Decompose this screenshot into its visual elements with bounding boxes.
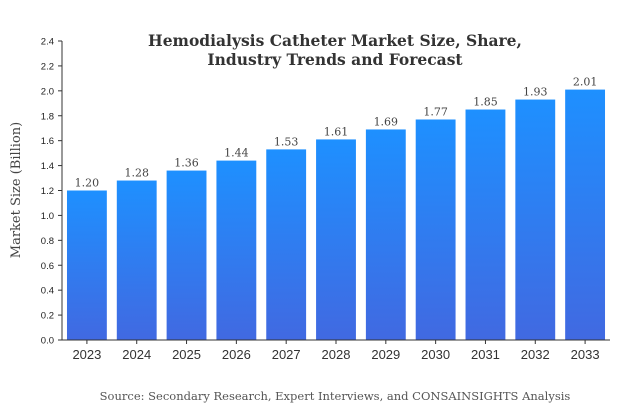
bar-2024 bbox=[116, 180, 157, 340]
data-label-2030: 1.77 bbox=[423, 105, 448, 118]
x-tick-label-2030: 2030 bbox=[421, 347, 450, 362]
y-tick-label: 0.2 bbox=[41, 311, 54, 322]
bar-2026 bbox=[216, 160, 257, 340]
y-axis-label: Market Size (Billion) bbox=[9, 122, 24, 258]
y-tick-label: 1.8 bbox=[41, 111, 54, 122]
data-label-2025: 1.36 bbox=[174, 157, 199, 170]
bar-2027 bbox=[266, 149, 307, 340]
y-tick-label: 1.4 bbox=[41, 161, 54, 172]
y-tick-label: 1.6 bbox=[41, 136, 54, 147]
bar-2028 bbox=[316, 139, 356, 340]
x-tick-label-2027: 2027 bbox=[272, 347, 301, 362]
data-label-2032: 1.93 bbox=[523, 86, 548, 99]
y-tick-label: 0.0 bbox=[41, 336, 54, 347]
bar-2031 bbox=[465, 109, 506, 340]
y-tick-label: 1.0 bbox=[41, 211, 54, 222]
y-axis: 0.0 0.2 0.4 0.6 0.8 1.0 1.2 1.4 1.6 1.8 2.0 2.2 2.4 bbox=[41, 37, 63, 347]
data-label-2033: 2.01 bbox=[573, 76, 598, 89]
x-tick-label-2026: 2026 bbox=[222, 347, 251, 362]
y-tick-label: 0.8 bbox=[41, 236, 54, 247]
bar-2032 bbox=[515, 99, 556, 340]
data-label-2026: 1.44 bbox=[224, 147, 249, 160]
data-label-2024: 1.28 bbox=[124, 167, 149, 180]
x-tick-label-2032: 2032 bbox=[521, 347, 550, 362]
y-tick-label: 2.2 bbox=[41, 61, 54, 72]
y-tick-label: 0.6 bbox=[41, 261, 54, 272]
bar-2023 bbox=[66, 190, 107, 340]
source-note: Source: Secondary Research, Expert Inter… bbox=[100, 389, 571, 403]
bar-2025 bbox=[166, 170, 207, 340]
y-tick-label: 2.0 bbox=[41, 86, 54, 97]
data-label-2029: 1.69 bbox=[374, 115, 399, 128]
bar-2029 bbox=[365, 129, 406, 340]
data-label-2023: 1.20 bbox=[75, 177, 100, 190]
chart-title-line-2: Industry Trends and Forecast bbox=[207, 50, 463, 69]
x-tick-label-2023: 2023 bbox=[72, 347, 101, 362]
bars: 1.20 1.28 1.36 1.44 1.53 1.61 1.69 1.77 1.85 1.93… bbox=[66, 76, 606, 341]
bar-2030 bbox=[415, 119, 456, 340]
x-tick-label-2033: 2033 bbox=[571, 347, 600, 362]
x-tick-label-2029: 2029 bbox=[371, 347, 400, 362]
x-tick-label-2024: 2024 bbox=[122, 347, 151, 362]
y-tick-label: 1.2 bbox=[41, 186, 54, 197]
x-tick-label-2028: 2028 bbox=[322, 347, 351, 362]
y-tick-label: 0.4 bbox=[41, 286, 54, 297]
data-label-2031: 1.85 bbox=[473, 96, 498, 109]
data-label-2028: 1.61 bbox=[324, 125, 349, 138]
y-tick-label: 2.4 bbox=[41, 37, 54, 48]
bar-2033 bbox=[565, 89, 606, 341]
x-axis: 2023 2024 2025 2026 2027 2028 2029 2030 2031 2032… bbox=[62, 339, 610, 362]
x-tick-label-2025: 2025 bbox=[172, 347, 201, 362]
x-tick-label-2031: 2031 bbox=[471, 347, 500, 362]
chart-title-line-1: Hemodialysis Catheter Market Size, Share… bbox=[148, 31, 522, 50]
data-label-2027: 1.53 bbox=[274, 135, 299, 148]
